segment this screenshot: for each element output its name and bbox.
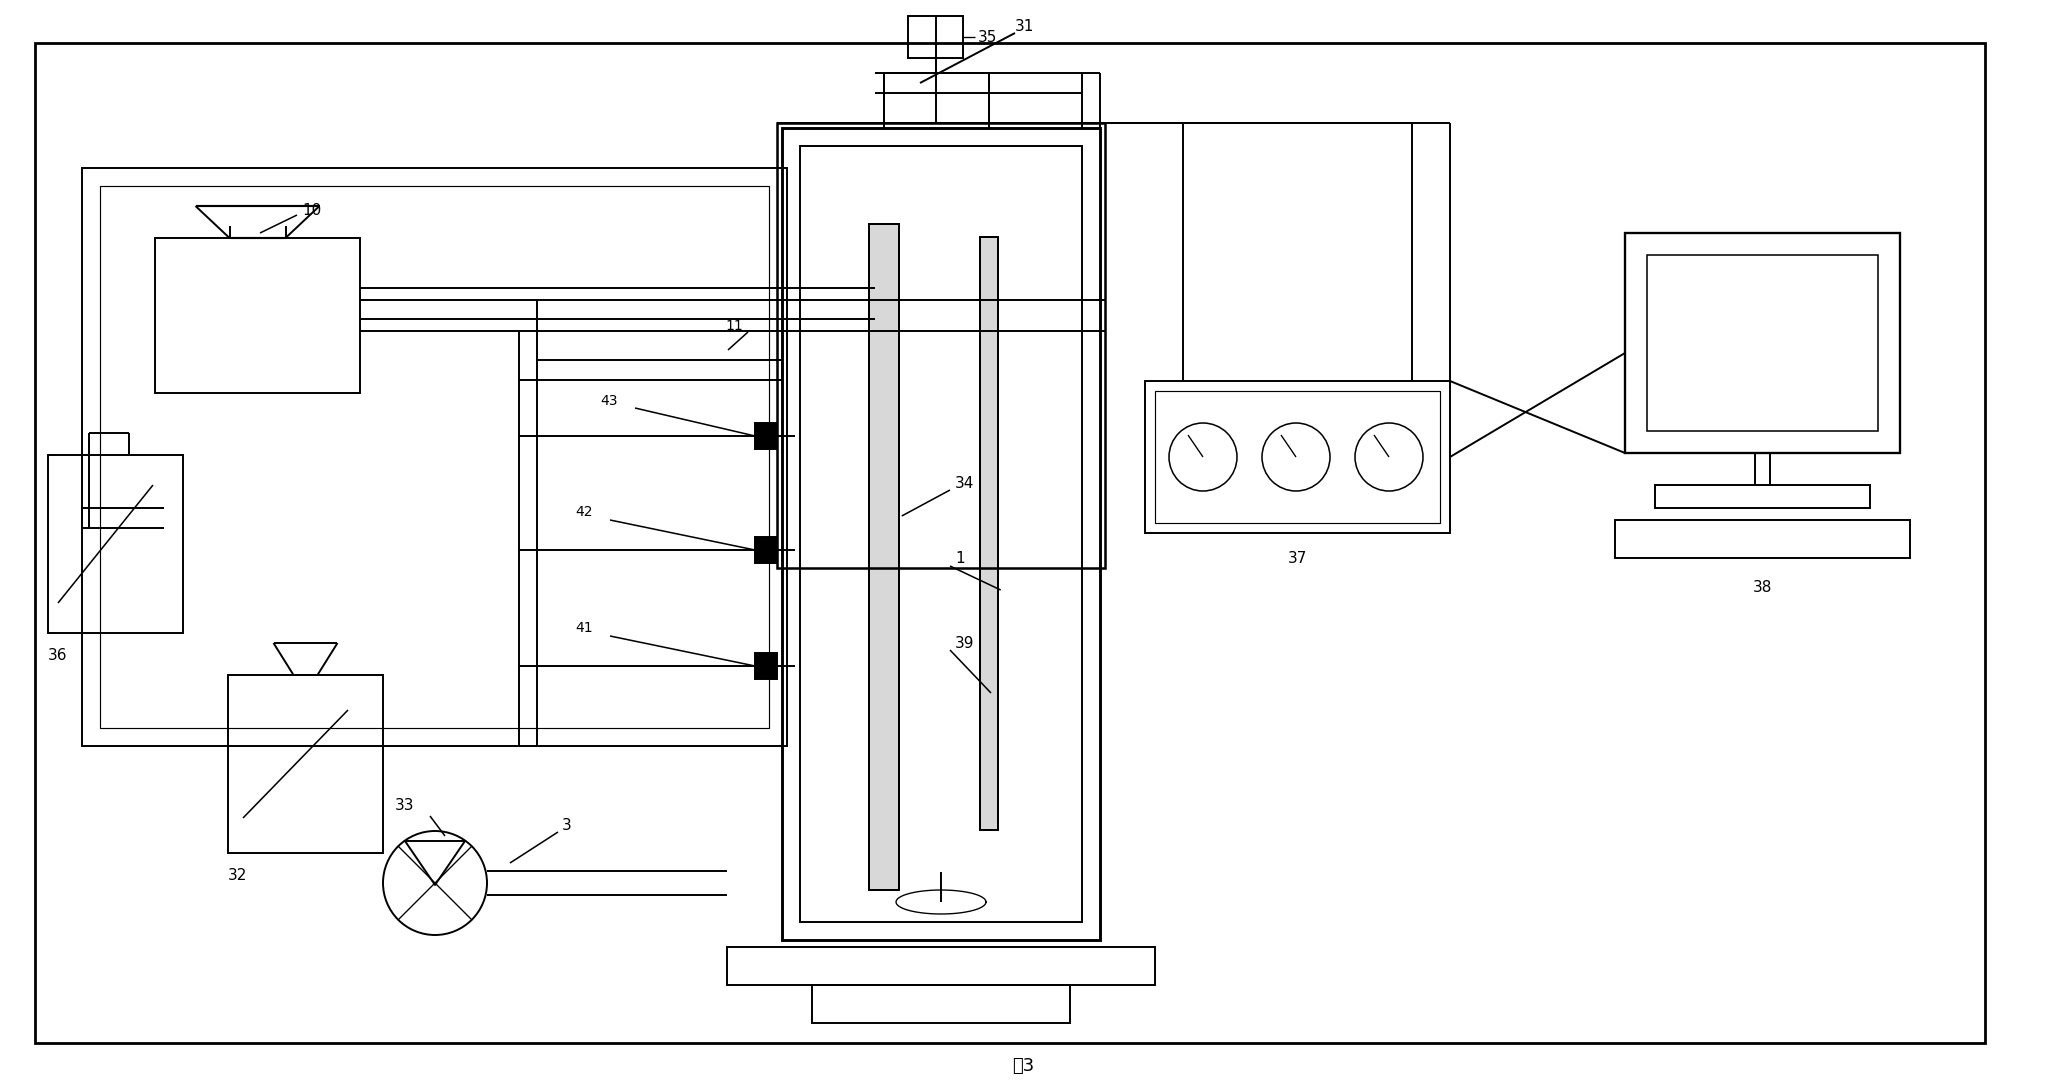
Text: 42: 42	[575, 505, 593, 519]
Bar	[1146, 381, 1451, 533]
Bar	[155, 238, 360, 393]
Text: 1: 1	[955, 551, 964, 566]
Text: 35: 35	[978, 29, 998, 45]
Bar	[800, 146, 1082, 922]
Bar	[1614, 520, 1911, 558]
Bar	[980, 237, 998, 830]
Bar	[777, 123, 1105, 568]
Bar	[755, 653, 777, 679]
Bar	[726, 947, 1156, 985]
Text: 37: 37	[1287, 551, 1307, 566]
Text: 36: 36	[47, 648, 68, 664]
Bar	[812, 985, 1070, 1023]
Bar	[1625, 233, 1901, 453]
Text: 11: 11	[724, 319, 743, 333]
Bar	[227, 675, 383, 853]
Bar	[1156, 391, 1440, 523]
Text: 41: 41	[575, 621, 593, 635]
Bar	[755, 537, 777, 562]
Bar	[782, 128, 1101, 940]
Text: 32: 32	[227, 868, 248, 883]
Text: 10: 10	[303, 202, 321, 218]
Bar	[870, 224, 898, 890]
Bar	[1647, 255, 1878, 431]
Text: 3: 3	[563, 818, 571, 833]
Text: 31: 31	[1015, 18, 1035, 34]
Bar	[755, 423, 777, 449]
Text: 34: 34	[955, 475, 974, 491]
Bar	[870, 224, 898, 890]
Bar	[980, 237, 998, 830]
Text: 38: 38	[1753, 581, 1772, 595]
Bar	[908, 16, 964, 58]
Text: 图3: 图3	[1013, 1058, 1033, 1075]
Text: 43: 43	[599, 394, 618, 408]
Bar	[82, 168, 788, 746]
Text: 33: 33	[395, 799, 415, 814]
Text: 39: 39	[955, 635, 974, 651]
Bar	[1655, 485, 1870, 508]
Bar	[100, 186, 769, 728]
Bar	[47, 455, 182, 633]
